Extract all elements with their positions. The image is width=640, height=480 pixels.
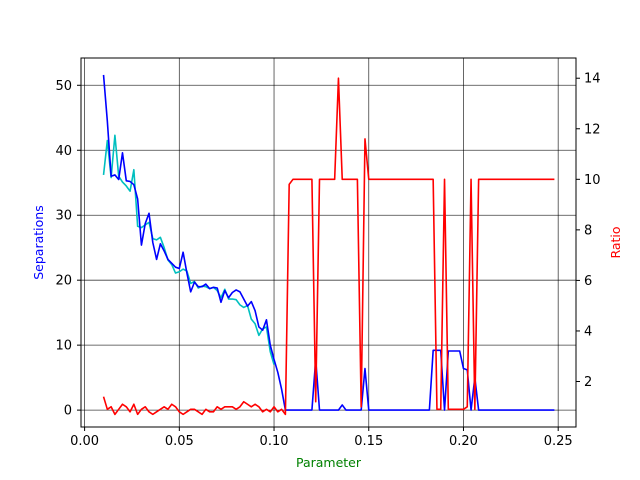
- x-axis-label: Parameter: [296, 455, 362, 470]
- x-tick-label: 0.25: [544, 434, 573, 449]
- y-left-tick-label: 30: [55, 209, 72, 224]
- y-right-tick-label: 14: [584, 72, 601, 87]
- x-tick-label: 0.00: [70, 434, 99, 449]
- y-axis-label-left: Separations: [31, 205, 46, 279]
- y-axis-left: 0 10 20 30 40 50: [55, 79, 81, 419]
- y-left-tick-label: 20: [55, 274, 72, 289]
- x-axis: 0.00 0.05 0.10 0.15 0.20 0.25: [70, 427, 573, 449]
- series-line-1: [102, 134, 275, 365]
- series-line-2: [102, 74, 555, 411]
- x-tick-label: 0.05: [165, 434, 194, 449]
- y-axis-right: 2 4 6 8 10 12 14: [576, 72, 601, 390]
- y-left-tick-label: 0: [64, 404, 72, 419]
- y-right-tick-label: 4: [584, 324, 592, 339]
- grid: [81, 58, 576, 427]
- plot-area-frame: [80, 57, 577, 428]
- x-tick-label: 0.20: [449, 434, 478, 449]
- y-axis-label-right: Ratio: [608, 226, 623, 258]
- y-left-tick-label: 10: [55, 339, 72, 354]
- y-right-tick-label: 12: [584, 122, 601, 137]
- series-line-3: [102, 77, 555, 416]
- x-tick-label: 0.15: [354, 434, 383, 449]
- y-right-tick-label: 8: [584, 223, 592, 238]
- x-tick-label: 0.10: [260, 434, 289, 449]
- y-left-tick-label: 40: [55, 144, 72, 159]
- y-right-tick-label: 2: [584, 375, 592, 390]
- plot-lines: [102, 74, 555, 416]
- y-left-tick-label: 50: [55, 79, 72, 94]
- y-right-tick-label: 6: [584, 274, 592, 289]
- y-right-tick-label: 10: [584, 173, 601, 188]
